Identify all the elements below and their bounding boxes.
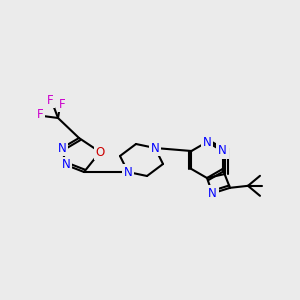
Text: N: N — [61, 158, 70, 172]
Text: N: N — [58, 142, 66, 154]
Text: N: N — [218, 145, 227, 158]
Text: F: F — [59, 98, 65, 110]
Text: N: N — [208, 187, 217, 200]
Text: N: N — [202, 136, 211, 148]
Text: F: F — [47, 94, 53, 106]
Text: N: N — [151, 142, 159, 154]
Text: F: F — [37, 107, 43, 121]
Text: O: O — [95, 146, 105, 158]
Text: N: N — [124, 166, 132, 178]
